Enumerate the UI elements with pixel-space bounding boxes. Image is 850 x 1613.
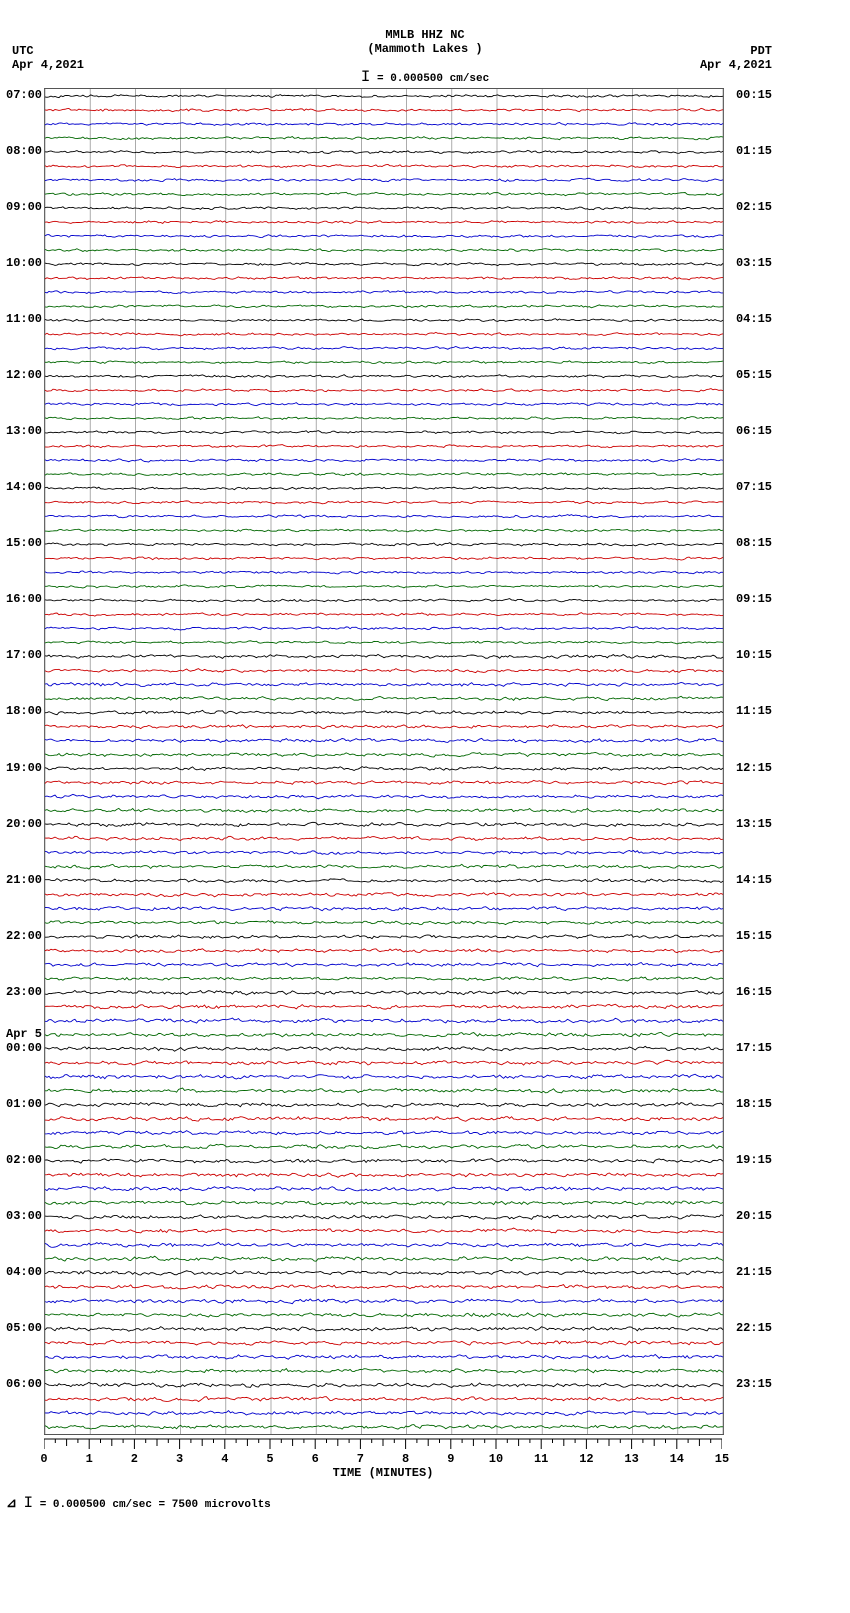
left-time-label: 09:00 [6, 200, 42, 214]
left-time-label: 06:00 [6, 1377, 42, 1391]
right-time-label: 20:15 [736, 1209, 772, 1223]
footer-scale: ⊿ I = 0.000500 cm/sec = 7500 microvolts [6, 1494, 271, 1512]
x-tick-label: 8 [402, 1452, 409, 1466]
right-time-label: 00:15 [736, 88, 772, 102]
right-time-label: 15:15 [736, 929, 772, 943]
scale-reference: I = 0.000500 cm/sec [361, 68, 489, 86]
left-time-label: 11:00 [6, 312, 42, 326]
right-time-label: 12:15 [736, 761, 772, 775]
x-axis-title: TIME (MINUTES) [44, 1466, 722, 1480]
x-tick-label: 7 [357, 1452, 364, 1466]
right-time-label: 18:15 [736, 1097, 772, 1111]
left-time-label: 07:00 [6, 88, 42, 102]
station-location: (Mammoth Lakes ) [0, 42, 850, 56]
seismogram-container: MMLB HHZ NC (Mammoth Lakes ) UTC Apr 4,2… [0, 0, 850, 1613]
right-time-label: 05:15 [736, 368, 772, 382]
right-time-label: 17:15 [736, 1041, 772, 1055]
x-tick-label: 4 [221, 1452, 228, 1466]
right-time-label: 14:15 [736, 873, 772, 887]
left-time-label: 04:00 [6, 1265, 42, 1279]
x-tick-label: 9 [447, 1452, 454, 1466]
header: MMLB HHZ NC (Mammoth Lakes ) [0, 28, 850, 56]
right-time-label: 06:15 [736, 424, 772, 438]
plot-area [44, 88, 724, 1435]
right-time-label: 02:15 [736, 200, 772, 214]
left-time-label: 23:00 [6, 985, 42, 999]
left-time-label: 01:00 [6, 1097, 42, 1111]
x-tick-label: 10 [489, 1452, 503, 1466]
x-tick-label: 13 [624, 1452, 638, 1466]
left-time-label: 13:00 [6, 424, 42, 438]
right-time-label: 23:15 [736, 1377, 772, 1391]
x-axis-ticks-svg [44, 1438, 722, 1454]
left-time-label: 08:00 [6, 144, 42, 158]
right-time-label: 13:15 [736, 817, 772, 831]
footer-text: = 0.000500 cm/sec = 7500 microvolts [40, 1499, 271, 1511]
right-time-label: 09:15 [736, 592, 772, 606]
traces-svg [45, 89, 723, 1434]
right-time-label: 19:15 [736, 1153, 772, 1167]
left-time-label: 00:00 [6, 1041, 42, 1055]
left-timezone: UTC [12, 44, 34, 58]
x-tick-label: 11 [534, 1452, 548, 1466]
left-time-label: 12:00 [6, 368, 42, 382]
x-tick-label: 14 [670, 1452, 684, 1466]
x-axis: TIME (MINUTES) 0123456789101112131415 [44, 1438, 722, 1478]
right-time-label: 21:15 [736, 1265, 772, 1279]
left-time-label: 14:00 [6, 480, 42, 494]
left-time-label: 02:00 [6, 1153, 42, 1167]
left-time-label: 17:00 [6, 648, 42, 662]
day-marker: Apr 5 [6, 1027, 42, 1041]
left-time-label: 22:00 [6, 929, 42, 943]
x-tick-label: 12 [579, 1452, 593, 1466]
left-time-label: 21:00 [6, 873, 42, 887]
right-time-label: 08:15 [736, 536, 772, 550]
x-tick-label: 0 [40, 1452, 47, 1466]
scale-ref-label: = 0.000500 cm/sec [377, 73, 489, 85]
left-time-label: 05:00 [6, 1321, 42, 1335]
x-tick-label: 1 [86, 1452, 93, 1466]
left-time-label: 19:00 [6, 761, 42, 775]
right-time-label: 11:15 [736, 704, 772, 718]
x-tick-label: 5 [266, 1452, 273, 1466]
left-date: Apr 4,2021 [12, 58, 84, 72]
right-timezone: PDT [750, 44, 772, 58]
right-time-label: 03:15 [736, 256, 772, 270]
right-time-label: 01:15 [736, 144, 772, 158]
left-time-label: 10:00 [6, 256, 42, 270]
right-time-label: 10:15 [736, 648, 772, 662]
left-time-label: 18:00 [6, 704, 42, 718]
left-time-label: 03:00 [6, 1209, 42, 1223]
x-tick-label: 2 [131, 1452, 138, 1466]
x-tick-label: 3 [176, 1452, 183, 1466]
x-tick-label: 6 [312, 1452, 319, 1466]
right-date: Apr 4,2021 [700, 58, 772, 72]
right-time-label: 04:15 [736, 312, 772, 326]
left-time-label: 20:00 [6, 817, 42, 831]
x-tick-label: 15 [715, 1452, 729, 1466]
right-time-label: 07:15 [736, 480, 772, 494]
right-time-label: 16:15 [736, 985, 772, 999]
right-time-label: 22:15 [736, 1321, 772, 1335]
left-time-label: 16:00 [6, 592, 42, 606]
left-time-label: 15:00 [6, 536, 42, 550]
station-code: MMLB HHZ NC [0, 28, 850, 42]
